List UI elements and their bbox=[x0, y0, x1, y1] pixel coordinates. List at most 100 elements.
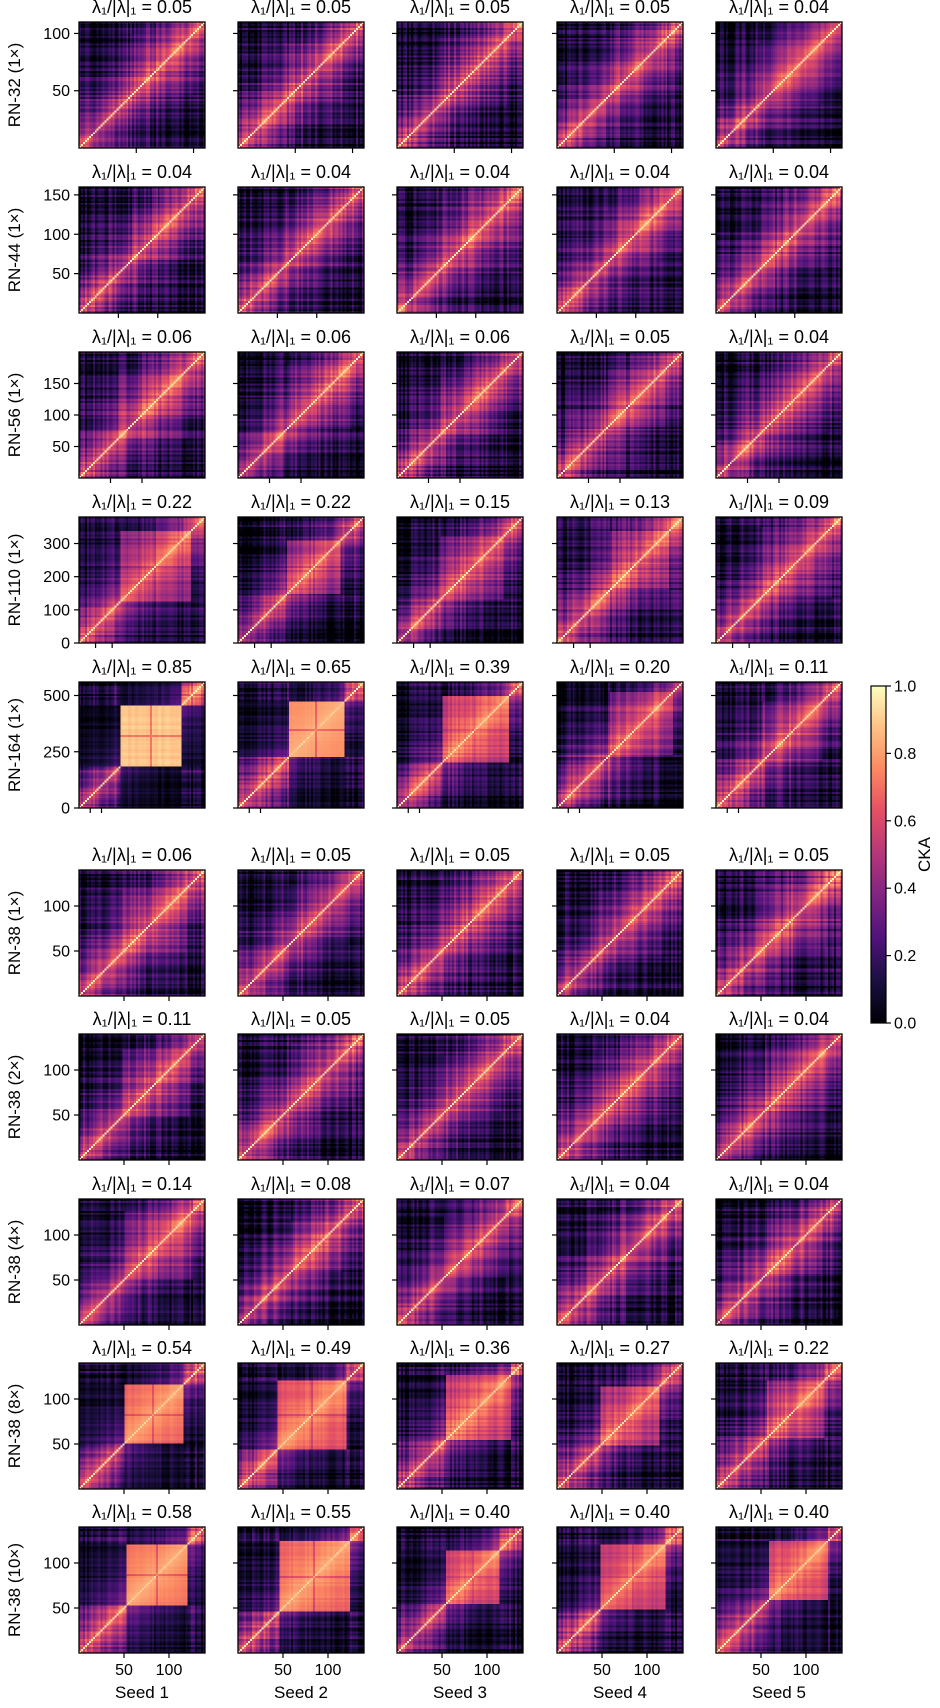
heatmap-cells bbox=[397, 1199, 523, 1325]
panel-title-prefix: λ₁/|λ|₁ = bbox=[251, 327, 316, 347]
panel-title-value: 0.22 bbox=[794, 1338, 829, 1358]
panel-title: λ₁/|λ|₁ = 0.05 bbox=[570, 0, 670, 17]
heatmap-cells bbox=[79, 517, 205, 643]
y-tick-label: 250 bbox=[43, 744, 70, 761]
panel-title-prefix: λ₁/|λ|₁ = bbox=[730, 657, 795, 677]
panel-title: λ₁/|λ|₁ = 0.04 bbox=[729, 327, 829, 347]
x-tick-label: 100 bbox=[793, 1662, 820, 1679]
panel-title-prefix: λ₁/|λ|₁ = bbox=[729, 0, 794, 17]
heatmap-canvas bbox=[79, 22, 205, 148]
panel-frame bbox=[78, 21, 206, 149]
panel-title-value: 0.11 bbox=[795, 657, 829, 677]
panel-title-value: 0.85 bbox=[157, 657, 192, 677]
column-label: Seed 3 bbox=[433, 1683, 487, 1702]
panel-title-value: 0.40 bbox=[475, 1502, 510, 1522]
panel-title: λ₁/|λ|₁ = 0.05 bbox=[410, 845, 510, 865]
panel-title-prefix: λ₁/|λ|₁ = bbox=[251, 845, 316, 865]
panel-frame bbox=[396, 1198, 524, 1326]
heatmap-panel: λ₁/|λ|₁ = 0.05 bbox=[392, 1009, 524, 1165]
panel-frame bbox=[78, 1033, 206, 1161]
panel-title-value: 0.04 bbox=[794, 327, 829, 347]
row-label: RN-38 (1×) bbox=[5, 891, 24, 976]
heatmap-canvas bbox=[716, 1363, 842, 1489]
panel-title-prefix: λ₁/|λ|₁ = bbox=[570, 492, 635, 512]
y-tick-label: 50 bbox=[52, 1437, 70, 1454]
heatmap-panel: λ₁/|λ|₁ = 0.20 bbox=[552, 657, 684, 813]
y-tick-label: 500 bbox=[43, 688, 70, 705]
panel-frame bbox=[237, 1526, 365, 1654]
heatmap-panel: λ₁/|λ|₁ = 0.05 bbox=[711, 845, 843, 1001]
heatmap-canvas bbox=[716, 187, 842, 313]
heatmap-canvas bbox=[557, 1363, 683, 1489]
panel-title-value: 0.05 bbox=[635, 327, 670, 347]
colorbar-gradient bbox=[871, 686, 886, 1023]
heatmap-panel: λ₁/|λ|₁ = 0.06 50 100 bbox=[43, 845, 206, 1001]
heatmap-panel: λ₁/|λ|₁ = 0.04 bbox=[711, 1009, 843, 1165]
heatmap-panel: λ₁/|λ|₁ = 0.54 50 100 bbox=[43, 1338, 206, 1494]
panel-title-value: 0.04 bbox=[157, 162, 192, 182]
heatmap-canvas bbox=[397, 1199, 523, 1325]
panel-title-value: 0.22 bbox=[157, 492, 192, 512]
heatmap-canvas bbox=[557, 22, 683, 148]
y-tick-label: 100 bbox=[43, 1392, 70, 1409]
heatmap-canvas bbox=[79, 1363, 205, 1489]
panel-frame bbox=[715, 869, 843, 997]
x-tick-label: 100 bbox=[474, 1662, 501, 1679]
panel-title-prefix: λ₁/|λ|₁ = bbox=[92, 162, 157, 182]
row-label: RN-32 (1×) bbox=[5, 43, 24, 128]
panel-title-prefix: λ₁/|λ|₁ = bbox=[729, 1009, 794, 1029]
heatmap-canvas bbox=[557, 1527, 683, 1653]
heatmap-panel: λ₁/|λ|₁ = 0.04 50 100 150 bbox=[43, 162, 206, 318]
heatmap-cells bbox=[238, 1527, 364, 1653]
y-tick-label: 100 bbox=[43, 1556, 70, 1573]
heatmap-panel: λ₁/|λ|₁ = 0.04 bbox=[552, 1009, 684, 1165]
y-tick-label: 50 bbox=[52, 1273, 70, 1290]
panel-frame bbox=[556, 1526, 684, 1654]
panel-title-prefix: λ₁/|λ|₁ = bbox=[93, 1009, 158, 1029]
panel-title-prefix: λ₁/|λ|₁ = bbox=[729, 1502, 794, 1522]
heatmap-panel: λ₁/|λ|₁ = 0.04 bbox=[711, 0, 843, 153]
panel-frame bbox=[556, 21, 684, 149]
panel-title-prefix: λ₁/|λ|₁ = bbox=[410, 0, 475, 17]
panel-title-prefix: λ₁/|λ|₁ = bbox=[410, 657, 475, 677]
heatmap-cells bbox=[397, 22, 523, 148]
heatmap-canvas bbox=[557, 682, 683, 808]
x-tick-label: 100 bbox=[634, 1662, 661, 1679]
colorbar-tick-label: 0.0 bbox=[894, 1016, 916, 1033]
heatmap-canvas bbox=[716, 22, 842, 148]
panel-frame bbox=[556, 681, 684, 809]
heatmap-canvas bbox=[238, 1363, 364, 1489]
heatmap-panel: λ₁/|λ|₁ = 0.05 bbox=[233, 845, 365, 1001]
panel-title-prefix: λ₁/|λ|₁ = bbox=[570, 1174, 635, 1194]
panel-title: λ₁/|λ|₁ = 0.09 bbox=[729, 492, 829, 512]
panel-title-value: 0.06 bbox=[316, 327, 351, 347]
panel-frame bbox=[78, 186, 206, 314]
heatmap-canvas bbox=[397, 682, 523, 808]
heatmap-cells bbox=[716, 1363, 842, 1489]
heatmap-panel: λ₁/|λ|₁ = 0.05 bbox=[233, 1009, 365, 1165]
heatmap-cells bbox=[557, 870, 683, 996]
row-label: RN-38 (4×) bbox=[5, 1220, 24, 1305]
panel-title-value: 0.04 bbox=[635, 162, 670, 182]
panel-title-prefix: λ₁/|λ|₁ = bbox=[92, 0, 157, 17]
panel-title: λ₁/|λ|₁ = 0.55 bbox=[251, 1502, 351, 1522]
panel-title-value: 0.15 bbox=[475, 492, 510, 512]
heatmap-cells bbox=[557, 187, 683, 313]
y-tick-label: 50 bbox=[52, 439, 70, 456]
heatmap-panel: λ₁/|λ|₁ = 0.58 50 100 50 100 Seed 1 bbox=[43, 1502, 206, 1702]
heatmap-cells bbox=[397, 352, 523, 478]
heatmap-panel: λ₁/|λ|₁ = 0.05 bbox=[392, 845, 524, 1001]
panel-title-value: 0.49 bbox=[316, 1338, 351, 1358]
x-tick-label: 50 bbox=[593, 1662, 611, 1679]
heatmap-cells bbox=[397, 1527, 523, 1653]
y-tick-label: 100 bbox=[43, 899, 70, 916]
heatmap-panel: λ₁/|λ|₁ = 0.40 50 100 Seed 3 bbox=[392, 1502, 524, 1702]
heatmap-panel: λ₁/|λ|₁ = 0.40 50 100 Seed 4 bbox=[552, 1502, 684, 1702]
panel-title: λ₁/|λ|₁ = 0.05 bbox=[570, 845, 670, 865]
heatmap-canvas bbox=[79, 1034, 205, 1160]
y-tick-label: 200 bbox=[43, 569, 70, 586]
panel-title-value: 0.11 bbox=[158, 1009, 192, 1029]
y-tick-label: 100 bbox=[43, 1228, 70, 1245]
panel-title: λ₁/|λ|₁ = 0.04 bbox=[410, 162, 510, 182]
